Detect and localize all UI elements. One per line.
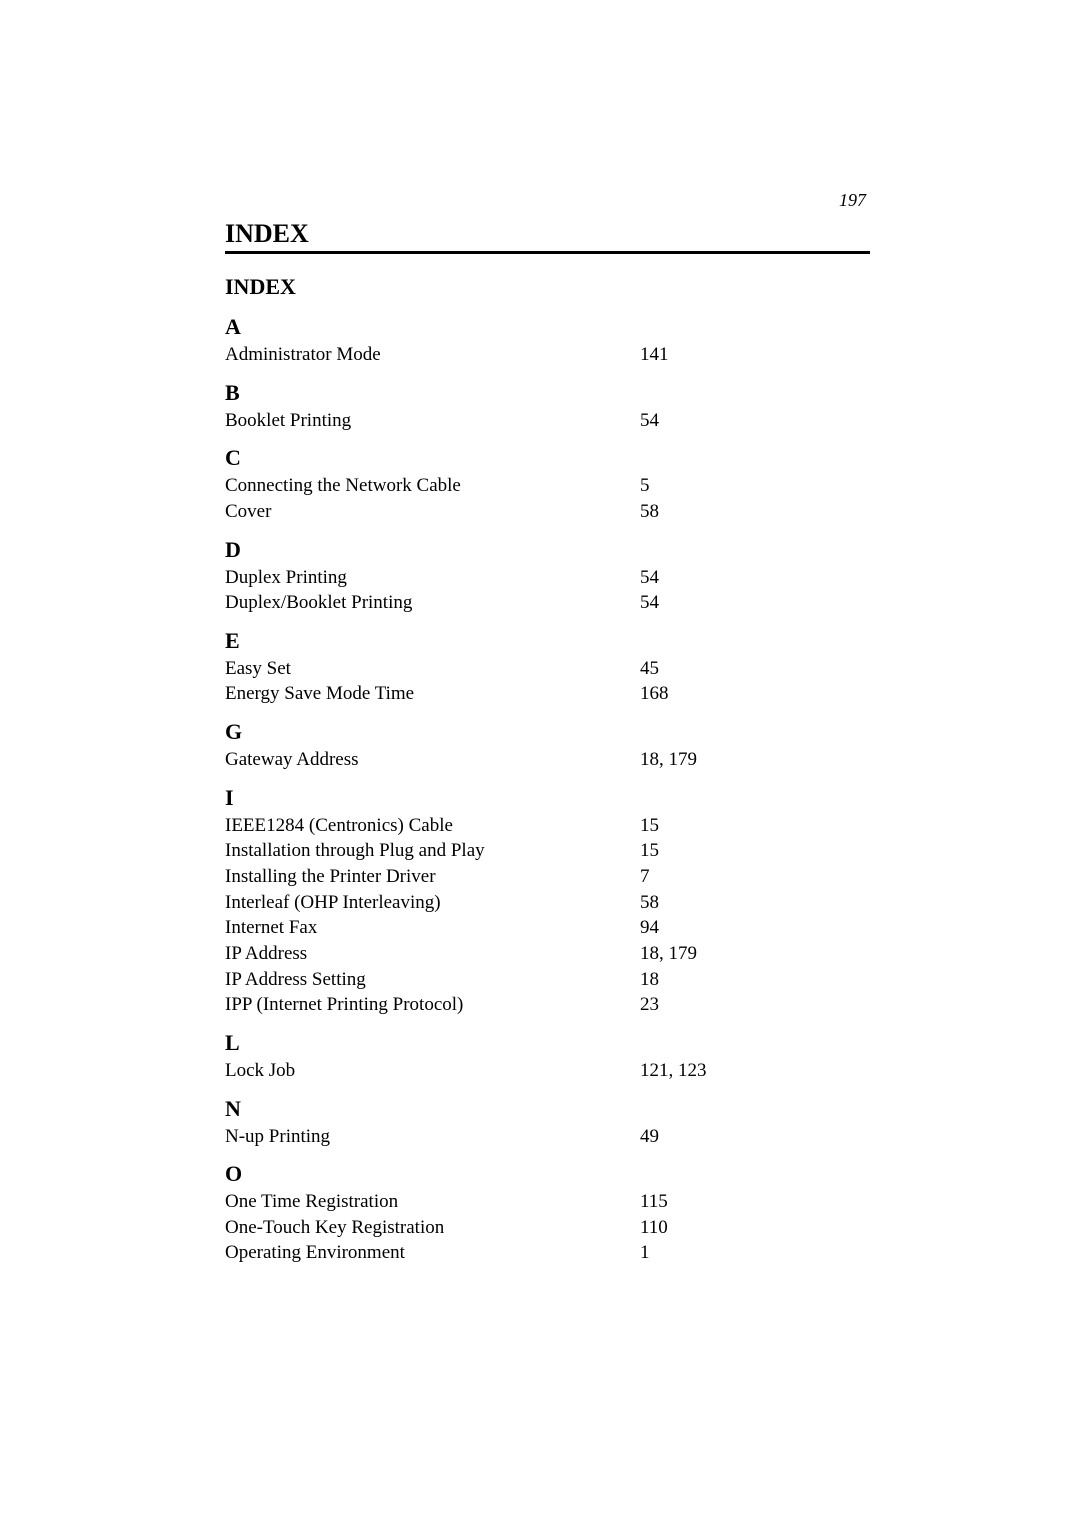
- index-entry: One Time Registration 115: [225, 1189, 870, 1215]
- index-title-sub: INDEX: [225, 274, 870, 300]
- index-page: 23: [640, 992, 659, 1018]
- page-number: 197: [225, 190, 870, 211]
- index-term: Connecting the Network Cable: [225, 473, 640, 499]
- index-term: Gateway Address: [225, 747, 640, 773]
- index-term: Administrator Mode: [225, 342, 640, 368]
- index-page: 45: [640, 656, 659, 682]
- index-page: 54: [640, 565, 659, 591]
- index-page: 49: [640, 1124, 659, 1150]
- section-letter-n: N: [225, 1096, 870, 1122]
- index-page: 18: [640, 967, 659, 993]
- index-entry: Administrator Mode 141: [225, 342, 870, 368]
- index-term: Energy Save Mode Time: [225, 681, 640, 707]
- index-entry: IEEE1284 (Centronics) Cable 15: [225, 813, 870, 839]
- section-letter-e: E: [225, 628, 870, 654]
- index-entry: Installation through Plug and Play 15: [225, 838, 870, 864]
- section-letter-c: C: [225, 445, 870, 471]
- section-letter-d: D: [225, 537, 870, 563]
- index-entry: Installing the Printer Driver 7: [225, 864, 870, 890]
- index-entry: Easy Set 45: [225, 656, 870, 682]
- index-term: One Time Registration: [225, 1189, 640, 1215]
- index-page: 58: [640, 890, 659, 916]
- index-page: 1: [640, 1240, 650, 1266]
- index-entry: IPP (Internet Printing Protocol) 23: [225, 992, 870, 1018]
- index-entry: Duplex Printing 54: [225, 565, 870, 591]
- index-term: IP Address: [225, 941, 640, 967]
- index-page: 18, 179: [640, 747, 697, 773]
- index-page: 141: [640, 342, 669, 368]
- section-letter-a: A: [225, 314, 870, 340]
- index-page: 5: [640, 473, 650, 499]
- index-page: 168: [640, 681, 669, 707]
- index-term: Interleaf (OHP Interleaving): [225, 890, 640, 916]
- index-page: 54: [640, 590, 659, 616]
- index-entry: N-up Printing 49: [225, 1124, 870, 1150]
- section-letter-b: B: [225, 380, 870, 406]
- index-entry: Booklet Printing 54: [225, 408, 870, 434]
- index-term: IP Address Setting: [225, 967, 640, 993]
- index-entry: Interleaf (OHP Interleaving) 58: [225, 890, 870, 916]
- index-term: Easy Set: [225, 656, 640, 682]
- index-page: 115: [640, 1189, 668, 1215]
- index-page: 110: [640, 1215, 668, 1241]
- index-page: 58: [640, 499, 659, 525]
- index-term: Duplex Printing: [225, 565, 640, 591]
- section-letter-g: G: [225, 719, 870, 745]
- index-term: Cover: [225, 499, 640, 525]
- index-entry: Operating Environment 1: [225, 1240, 870, 1266]
- index-entry: Internet Fax 94: [225, 915, 870, 941]
- index-term: IPP (Internet Printing Protocol): [225, 992, 640, 1018]
- title-rule: [225, 251, 870, 254]
- index-term: Internet Fax: [225, 915, 640, 941]
- section-letter-i: I: [225, 785, 870, 811]
- index-term: IEEE1284 (Centronics) Cable: [225, 813, 640, 839]
- index-entry: Gateway Address 18, 179: [225, 747, 870, 773]
- index-page: 121, 123: [640, 1058, 707, 1084]
- index-term: One-Touch Key Registration: [225, 1215, 640, 1241]
- index-term: Installation through Plug and Play: [225, 838, 640, 864]
- index-term: Installing the Printer Driver: [225, 864, 640, 890]
- index-entry: One-Touch Key Registration 110: [225, 1215, 870, 1241]
- index-term: Operating Environment: [225, 1240, 640, 1266]
- index-page: 15: [640, 813, 659, 839]
- index-page: 54: [640, 408, 659, 434]
- index-entry: Connecting the Network Cable 5: [225, 473, 870, 499]
- index-entry: Lock Job 121, 123: [225, 1058, 870, 1084]
- index-entry: IP Address 18, 179: [225, 941, 870, 967]
- index-term: Booklet Printing: [225, 408, 640, 434]
- index-term: N-up Printing: [225, 1124, 640, 1150]
- section-letter-o: O: [225, 1161, 870, 1187]
- index-entry: Duplex/Booklet Printing 54: [225, 590, 870, 616]
- index-entry: Energy Save Mode Time 168: [225, 681, 870, 707]
- index-page: 18, 179: [640, 941, 697, 967]
- index-entry: IP Address Setting 18: [225, 967, 870, 993]
- index-title-main: INDEX: [225, 219, 870, 249]
- index-page: 94: [640, 915, 659, 941]
- index-page: 7: [640, 864, 650, 890]
- index-entry: Cover 58: [225, 499, 870, 525]
- index-page: 15: [640, 838, 659, 864]
- section-letter-l: L: [225, 1030, 870, 1056]
- index-term: Duplex/Booklet Printing: [225, 590, 640, 616]
- index-term: Lock Job: [225, 1058, 640, 1084]
